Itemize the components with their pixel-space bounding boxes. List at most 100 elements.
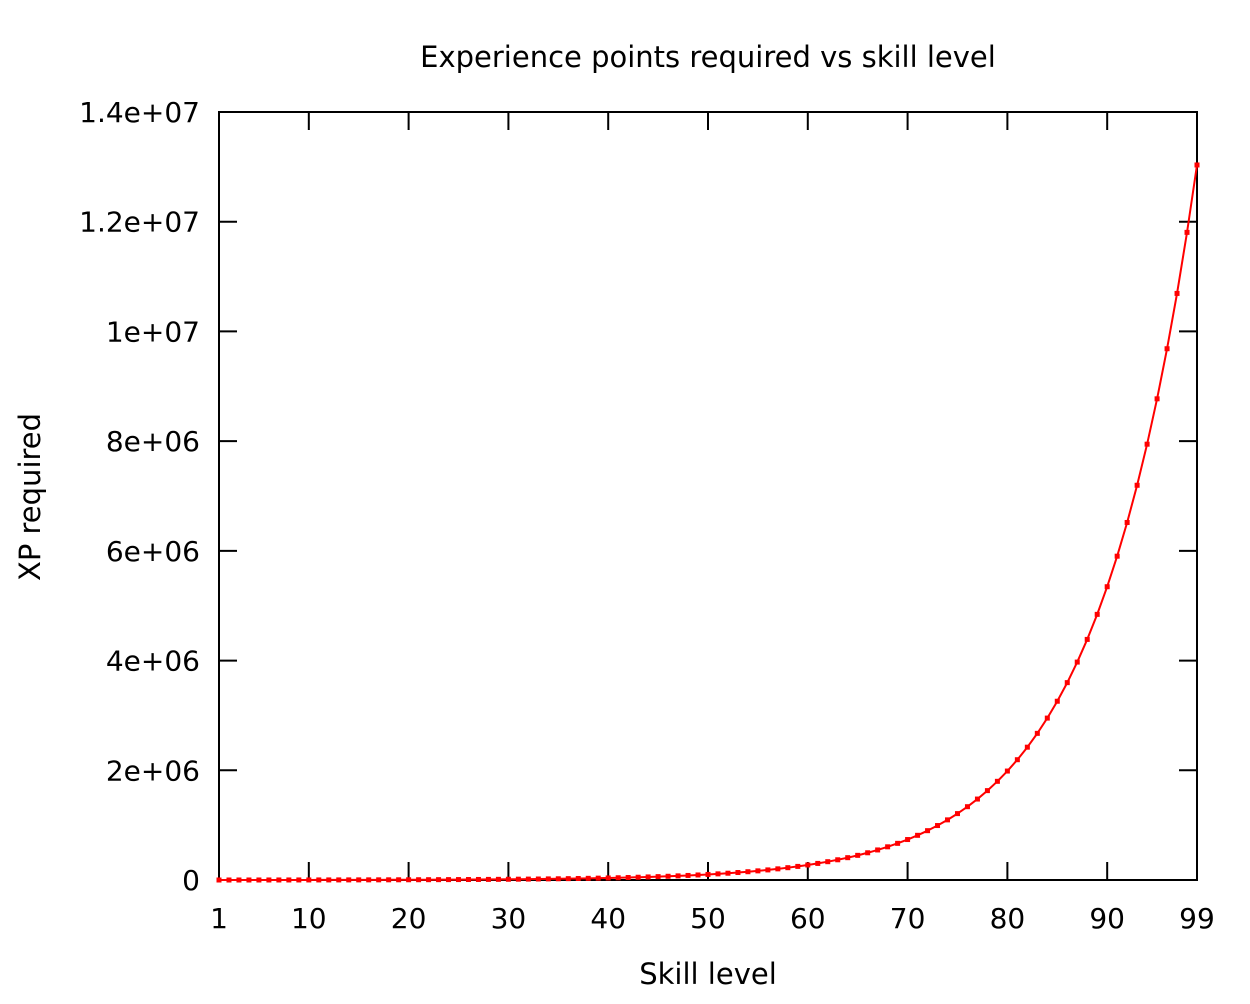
data-point xyxy=(984,788,990,794)
data-point xyxy=(316,877,322,883)
data-point xyxy=(755,868,761,874)
data-point xyxy=(396,877,402,883)
data-point xyxy=(675,873,681,879)
data-point xyxy=(256,877,262,883)
x-tick-label: 70 xyxy=(890,902,926,935)
data-point xyxy=(1104,584,1110,590)
data-point xyxy=(745,869,751,875)
data-point xyxy=(1034,730,1040,736)
y-tick-label: 1e+07 xyxy=(106,315,200,348)
data-point xyxy=(366,877,372,883)
data-point xyxy=(436,877,442,883)
data-point xyxy=(216,877,222,883)
data-point xyxy=(875,847,881,853)
data-point xyxy=(1054,698,1060,704)
data-point xyxy=(575,875,581,881)
data-point xyxy=(386,877,392,883)
data-point xyxy=(406,877,412,883)
data-point xyxy=(885,844,891,850)
x-tick-label: 40 xyxy=(590,902,626,935)
data-point xyxy=(446,877,452,883)
data-point xyxy=(765,867,771,873)
x-tick-label: 1 xyxy=(210,902,228,935)
data-point xyxy=(935,823,941,829)
x-tick-label: 60 xyxy=(790,902,826,935)
data-point xyxy=(276,877,282,883)
data-point xyxy=(954,811,960,817)
data-point xyxy=(645,874,651,880)
data-point xyxy=(855,852,861,858)
data-point xyxy=(1114,553,1120,559)
data-point xyxy=(1004,768,1010,774)
data-point xyxy=(286,877,292,883)
x-tick-label: 50 xyxy=(690,902,726,935)
y-tick-label: 0 xyxy=(182,864,200,897)
data-point xyxy=(336,877,342,883)
data-point xyxy=(595,875,601,881)
y-tick-label: 6e+06 xyxy=(106,535,200,568)
data-point xyxy=(994,778,1000,784)
data-point xyxy=(565,876,571,882)
data-point xyxy=(525,876,531,882)
data-point xyxy=(485,876,491,882)
data-point xyxy=(475,876,481,882)
data-point xyxy=(785,865,791,871)
x-tick-label: 90 xyxy=(1089,902,1125,935)
data-point xyxy=(1064,680,1070,686)
data-point xyxy=(695,872,701,878)
data-point xyxy=(735,870,741,876)
data-point xyxy=(974,796,980,802)
data-point xyxy=(705,871,711,877)
data-point xyxy=(1124,519,1130,525)
data-point xyxy=(1144,441,1150,447)
y-tick-label: 4e+06 xyxy=(106,645,200,678)
data-point xyxy=(356,877,362,883)
data-point xyxy=(585,875,591,881)
data-point xyxy=(1194,162,1200,168)
data-point xyxy=(1024,744,1030,750)
data-point xyxy=(306,877,312,883)
data-point xyxy=(845,855,851,861)
data-point xyxy=(1014,757,1020,763)
data-point xyxy=(456,877,462,883)
y-tick-label: 1.2e+07 xyxy=(79,206,200,239)
data-point xyxy=(905,837,911,843)
data-point xyxy=(426,877,432,883)
x-axis-title: Skill level xyxy=(639,957,777,991)
data-point xyxy=(555,876,561,882)
x-tick-label: 80 xyxy=(990,902,1026,935)
x-tick-label: 20 xyxy=(391,902,427,935)
data-point xyxy=(925,828,931,834)
data-point xyxy=(635,874,641,880)
data-point xyxy=(1184,229,1190,235)
data-point xyxy=(625,875,631,881)
data-point xyxy=(685,872,691,878)
data-point xyxy=(246,877,252,883)
data-point xyxy=(825,859,831,865)
data-point xyxy=(416,877,422,883)
data-point xyxy=(545,876,551,882)
y-tick-label: 1.4e+07 xyxy=(79,96,200,129)
data-point xyxy=(964,804,970,810)
data-point xyxy=(1094,611,1100,617)
data-point xyxy=(236,877,242,883)
data-point xyxy=(346,877,352,883)
y-axis-title: XP required xyxy=(13,413,47,581)
data-point xyxy=(1164,346,1170,352)
data-point xyxy=(775,866,781,872)
y-tick-label: 2e+06 xyxy=(106,754,200,787)
data-point xyxy=(505,876,511,882)
data-point xyxy=(605,875,611,881)
data-point xyxy=(1084,636,1090,642)
data-point xyxy=(915,832,921,838)
data-point xyxy=(495,876,501,882)
data-point xyxy=(805,862,811,868)
data-point xyxy=(1174,290,1180,296)
data-point xyxy=(1154,396,1160,402)
data-point xyxy=(515,876,521,882)
x-tick-label: 10 xyxy=(291,902,327,935)
data-point xyxy=(815,860,821,866)
data-point xyxy=(535,876,541,882)
